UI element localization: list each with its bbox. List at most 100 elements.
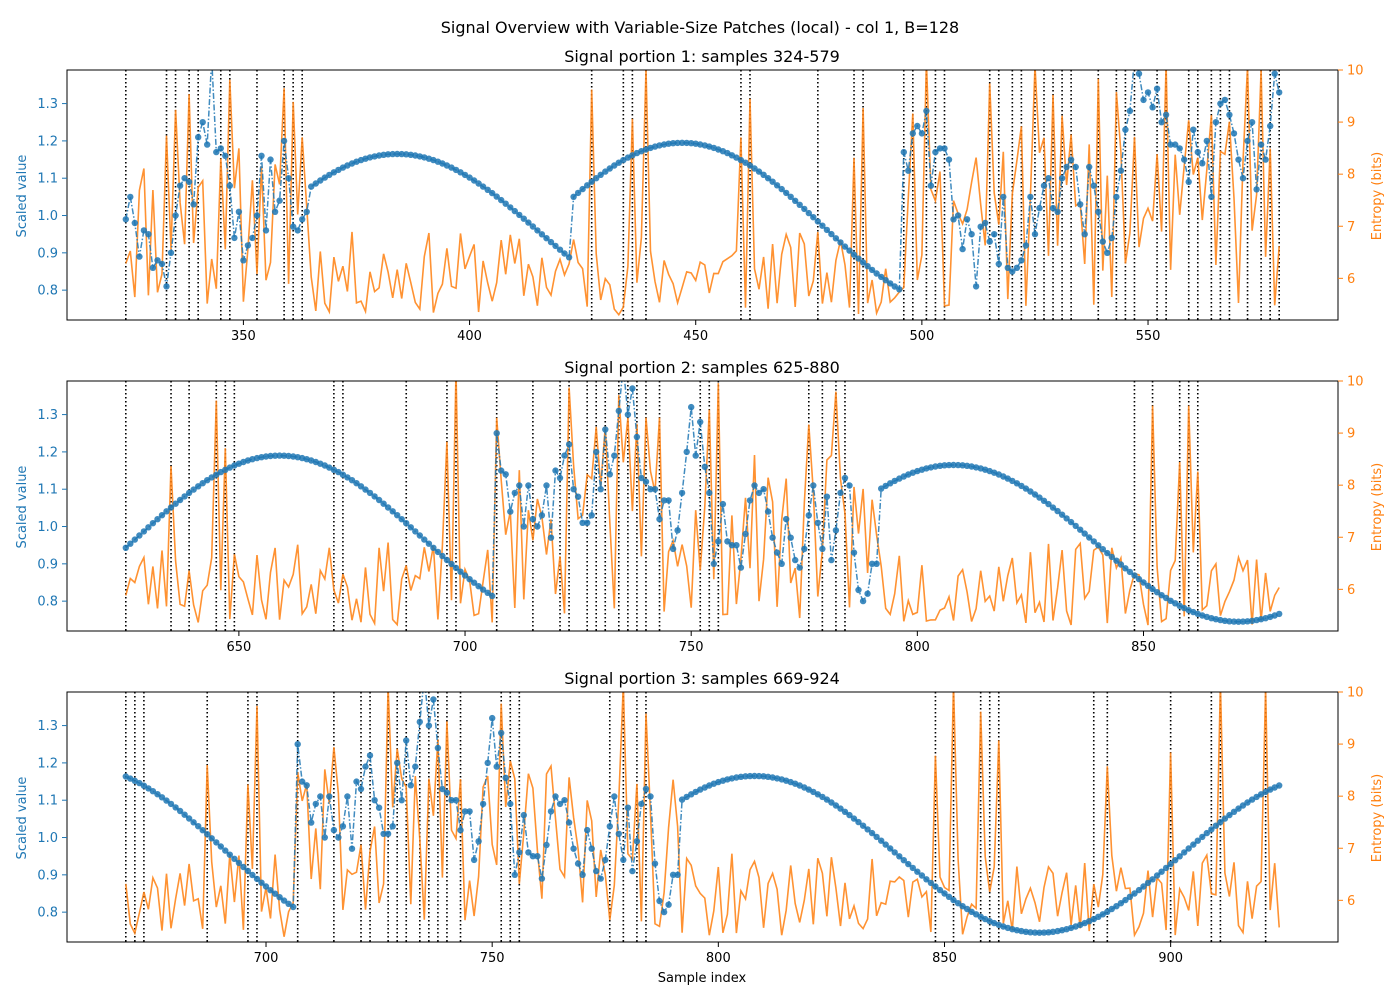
signal-point (597, 486, 604, 493)
signal-point (620, 856, 627, 864)
y-tick-label-right: 6 (1347, 272, 1355, 287)
signal-point (1077, 201, 1084, 208)
x-tick-label: 650 (226, 640, 251, 655)
signal-point (1072, 522, 1079, 530)
signal-point (271, 890, 279, 897)
signal-point (606, 823, 613, 830)
signal-point (579, 519, 586, 526)
signal-point (1276, 89, 1283, 96)
signal-point (796, 564, 803, 571)
signal-point (1244, 137, 1251, 145)
y-tick-label-left: 1.3 (37, 97, 58, 112)
signal-point (719, 500, 727, 508)
signal-point (819, 222, 826, 229)
signal-point (574, 189, 582, 197)
signal-point (1135, 70, 1143, 77)
signal-point (226, 851, 233, 858)
signal-point (199, 827, 206, 834)
signal-point (344, 793, 351, 800)
y-tick-label-left: 1.0 (37, 520, 58, 535)
signal-point (502, 774, 509, 781)
signal-point (977, 223, 984, 230)
signal-point (280, 897, 288, 904)
y-tick-label-left: 0.9 (37, 246, 58, 261)
signal-point (887, 845, 894, 852)
y-tick-label-left: 1.2 (37, 756, 58, 771)
signal-point (593, 175, 600, 182)
signal-point (1217, 100, 1224, 107)
signal-point (290, 903, 297, 911)
signal-point (226, 182, 233, 189)
signal-point (271, 452, 279, 459)
signal-point (217, 843, 224, 850)
signal-point (317, 793, 324, 800)
signal-point (538, 512, 546, 519)
signal-point (1235, 805, 1242, 812)
signal-point (941, 145, 948, 152)
signal-point (606, 471, 613, 478)
signal-point (556, 246, 564, 253)
signal-point (570, 845, 577, 852)
signal-point (299, 216, 306, 223)
signal-point (841, 474, 849, 482)
signal-point (1190, 841, 1197, 848)
y-tick-label-left: 0.8 (37, 906, 58, 921)
subplot-2-title: Signal portion 2: samples 625-880 (564, 358, 840, 377)
signal-point (294, 741, 301, 748)
y-tick-label-right: 10 (1347, 686, 1364, 701)
signal-point (1095, 542, 1102, 549)
signal-point (1235, 618, 1242, 625)
signal-point (443, 789, 451, 796)
y-tick-label-left: 1.2 (37, 134, 58, 149)
signal-point (267, 887, 274, 894)
signal-point (1194, 837, 1202, 844)
signal-point (258, 879, 265, 886)
signal-point (927, 879, 935, 887)
signal-point (534, 523, 541, 530)
signal-point (457, 568, 464, 575)
signal-point (507, 508, 514, 515)
signal-point (678, 139, 686, 146)
signal-point (489, 714, 496, 722)
signal-point (914, 122, 921, 130)
signal-point (145, 524, 152, 531)
signal-point (176, 182, 184, 189)
signal-point (751, 482, 758, 489)
x-tick-label: 800 (905, 640, 930, 655)
signal-point (190, 201, 197, 208)
signal-point (394, 512, 401, 519)
signal-point (1267, 122, 1274, 130)
signal-point (986, 238, 993, 245)
x-axis-label: Sample index (658, 971, 747, 986)
signal-point (516, 211, 523, 219)
y-tick-label-right: 6 (1347, 583, 1355, 598)
signal-point (249, 234, 256, 242)
signal-point (1049, 204, 1057, 212)
signal-point (185, 489, 193, 497)
signal-point (927, 182, 935, 189)
signal-point (140, 227, 148, 234)
signal-point (421, 536, 428, 543)
signal-point (1212, 119, 1220, 126)
subplot-1: Signal portion 1: samples 324-579 350 400… (15, 47, 1385, 344)
signal-point (538, 875, 546, 882)
signal-point (556, 800, 564, 808)
signal-point (1162, 864, 1170, 872)
signal-point (489, 592, 496, 600)
signal-point (602, 168, 609, 175)
signal-point (167, 800, 175, 808)
signal-point (538, 231, 546, 238)
signal-point (1004, 264, 1011, 271)
signal-point (1045, 500, 1052, 508)
y-tick-label-left: 0.8 (37, 284, 58, 299)
signal-point (145, 231, 152, 238)
signal-point (525, 482, 532, 489)
signal-point (217, 145, 224, 152)
signal-point (1000, 193, 1007, 201)
signal-point (1190, 126, 1197, 133)
signal-point (529, 853, 537, 860)
signal-point (493, 763, 500, 770)
y-tick-label-left: 1.1 (37, 483, 58, 498)
signal-point (362, 486, 369, 493)
signal-point (484, 759, 491, 767)
